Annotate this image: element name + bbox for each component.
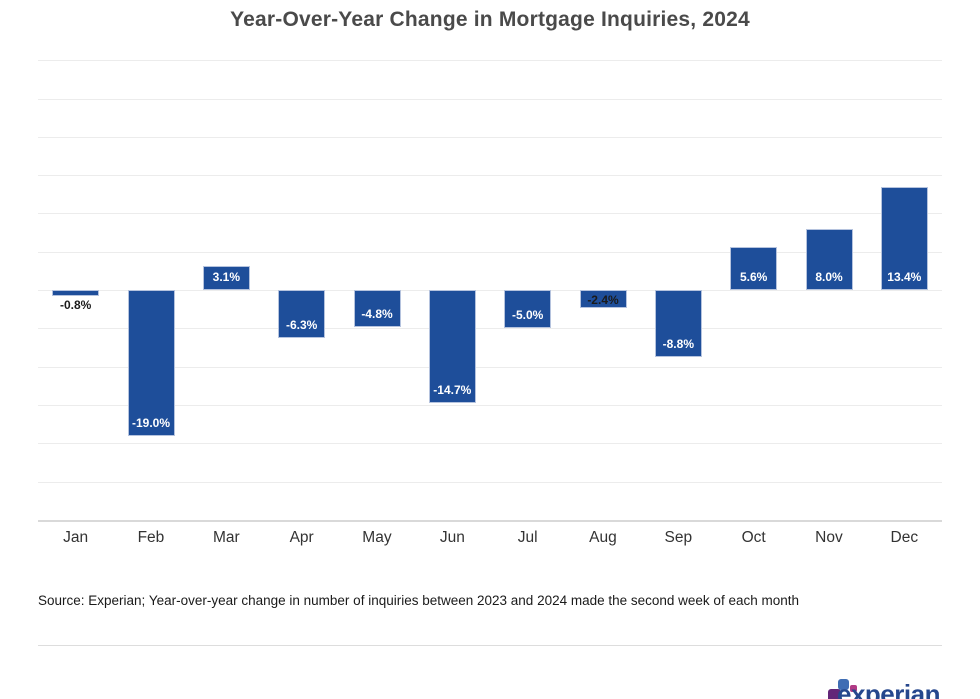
gridline bbox=[38, 213, 942, 214]
bar-dec[interactable] bbox=[880, 187, 928, 290]
gridline bbox=[38, 367, 942, 368]
bar-apr[interactable] bbox=[278, 290, 326, 338]
bar-sep[interactable] bbox=[654, 290, 702, 357]
x-axis-label-mar: Mar bbox=[212, 529, 240, 546]
bar-jan[interactable] bbox=[52, 290, 100, 296]
footer-divider bbox=[38, 645, 942, 646]
x-axis-label-sep: Sep bbox=[664, 529, 693, 546]
bar-value-label: -4.8% bbox=[361, 307, 393, 321]
bar-oct[interactable] bbox=[730, 247, 778, 290]
gridline bbox=[38, 252, 942, 253]
bar-value-label: -0.8% bbox=[59, 298, 92, 312]
logo-wordmark: experian bbox=[837, 679, 940, 699]
logo-square-purple-icon bbox=[828, 689, 841, 699]
gridline bbox=[38, 137, 942, 138]
bar-aug[interactable] bbox=[579, 290, 627, 308]
bar-jul[interactable] bbox=[504, 290, 552, 328]
bar-value-label: 3.1% bbox=[212, 270, 240, 284]
x-axis-label-aug: Aug bbox=[589, 529, 617, 546]
bar-value-label: -6.3% bbox=[285, 318, 318, 332]
bar-value-label: 5.6% bbox=[739, 270, 768, 284]
bar-value-label: -14.7% bbox=[433, 383, 472, 397]
x-axis-label-apr: Apr bbox=[289, 529, 314, 546]
gridline bbox=[38, 175, 942, 176]
source-note: Source: Experian; Year-over-year change … bbox=[38, 593, 799, 608]
gridline bbox=[38, 99, 942, 100]
bar-nov[interactable] bbox=[805, 229, 853, 290]
experian-logo: experian bbox=[826, 676, 946, 699]
gridline bbox=[38, 482, 942, 483]
x-axis-label-jul: Jul bbox=[517, 529, 538, 546]
bar-value-label: -8.8% bbox=[662, 337, 694, 351]
bar-value-label: -2.4% bbox=[587, 293, 619, 307]
x-axis-label-dec: Dec bbox=[890, 529, 919, 546]
bar-value-label: -19.0% bbox=[131, 416, 170, 430]
bar-value-label: -5.0% bbox=[511, 308, 544, 322]
x-axis-label-jun: Jun bbox=[439, 529, 465, 546]
gridline bbox=[38, 290, 942, 291]
bar-jun[interactable] bbox=[428, 290, 476, 403]
bar-mar[interactable] bbox=[202, 266, 250, 290]
x-axis-label-may: May bbox=[362, 529, 392, 546]
x-axis-label-jan: Jan bbox=[63, 529, 89, 546]
gridline bbox=[38, 443, 942, 444]
bar-may[interactable] bbox=[353, 290, 401, 327]
bar-value-label: 13.4% bbox=[887, 270, 922, 284]
x-axis-label-oct: Oct bbox=[741, 529, 766, 546]
logo-square-pink-icon bbox=[850, 685, 857, 692]
bar-feb[interactable] bbox=[127, 290, 175, 436]
plot-area: -0.8% -19.0% 3.1% -6.3% -4.8% -14.7% -5.0% -2.4… bbox=[38, 0, 942, 560]
gridline bbox=[38, 405, 942, 406]
x-axis-label-nov: Nov bbox=[815, 529, 843, 546]
logo-square-blue-icon bbox=[838, 679, 849, 690]
gridline bbox=[38, 60, 942, 61]
x-axis-line bbox=[38, 520, 942, 522]
chart-title: Year-Over-Year Change in Mortgage Inquir… bbox=[230, 8, 750, 31]
bar-value-label: 8.0% bbox=[815, 270, 843, 284]
x-axis-label-feb: Feb bbox=[137, 529, 165, 546]
gridline bbox=[38, 328, 942, 329]
